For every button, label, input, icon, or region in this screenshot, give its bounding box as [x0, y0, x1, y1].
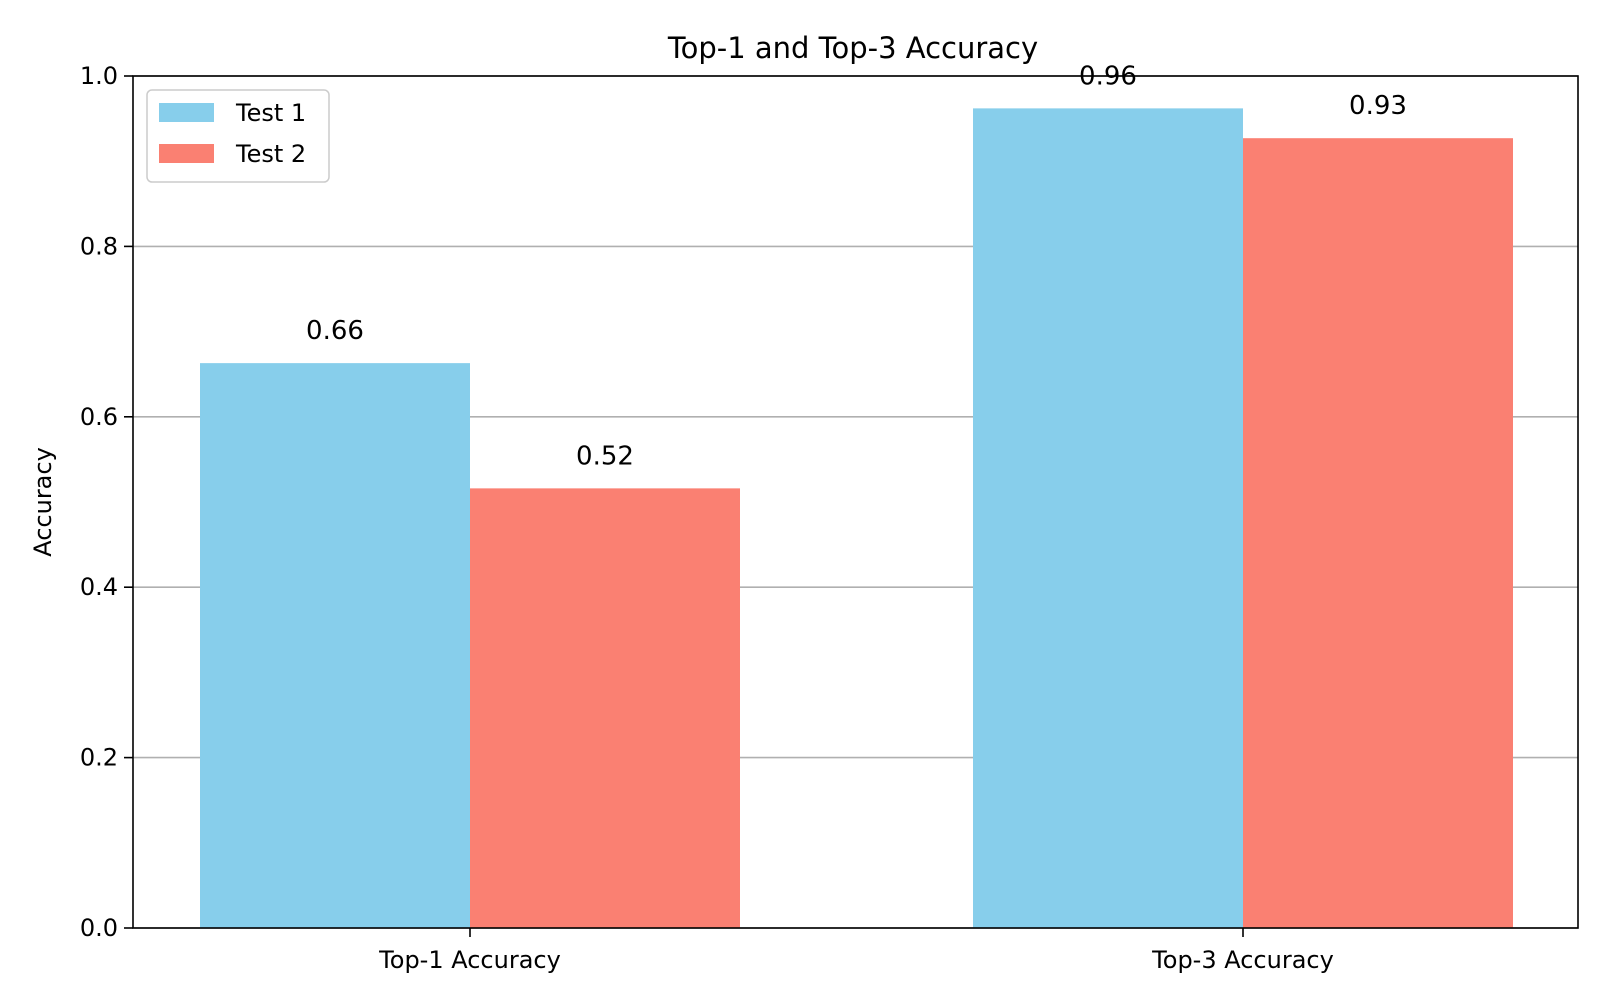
y-tick-label: 1.0: [80, 62, 118, 90]
x-tick-label: Top-1 Accuracy: [378, 946, 561, 974]
y-tick-label: 0.2: [80, 744, 118, 772]
legend-swatch-test-2: [159, 144, 214, 163]
data-label: 0.93: [1349, 91, 1407, 121]
y-tick-label: 0.4: [80, 573, 118, 601]
y-axis-title: Accuracy: [29, 447, 57, 557]
bars: [200, 108, 1513, 929]
bar-test-1-0: [200, 363, 470, 928]
y-tick-label: 0.8: [80, 232, 118, 260]
x-tick-label: Top-3 Accuracy: [1151, 946, 1334, 974]
legend-swatch-test-1: [159, 103, 214, 122]
data-label: 0.52: [576, 441, 634, 471]
bar-test-1-1: [973, 108, 1243, 929]
data-label: 0.66: [306, 316, 364, 346]
plot-frame: [132, 75, 1579, 929]
legend-label-test-1: Test 1: [235, 99, 306, 127]
bar-test-2-0: [470, 488, 740, 928]
legend: Test 1 Test 2: [146, 89, 330, 183]
y-tick-label: 0.6: [80, 403, 118, 431]
y-tick-label: 0.0: [80, 914, 118, 942]
chart-title: Top-1 and Top-3 Accuracy: [667, 31, 1038, 65]
legend-label-test-2: Test 2: [235, 140, 306, 168]
bar-test-2-1: [1243, 138, 1513, 929]
data-label: 0.96: [1079, 61, 1137, 91]
data-labels: 0.66 0.52 0.96 0.93: [306, 61, 1407, 471]
axes: 0.0 0.2 0.4 0.6 0.8 1.0 Top-1 Accuracy Top-3 Ac…: [80, 62, 1334, 974]
